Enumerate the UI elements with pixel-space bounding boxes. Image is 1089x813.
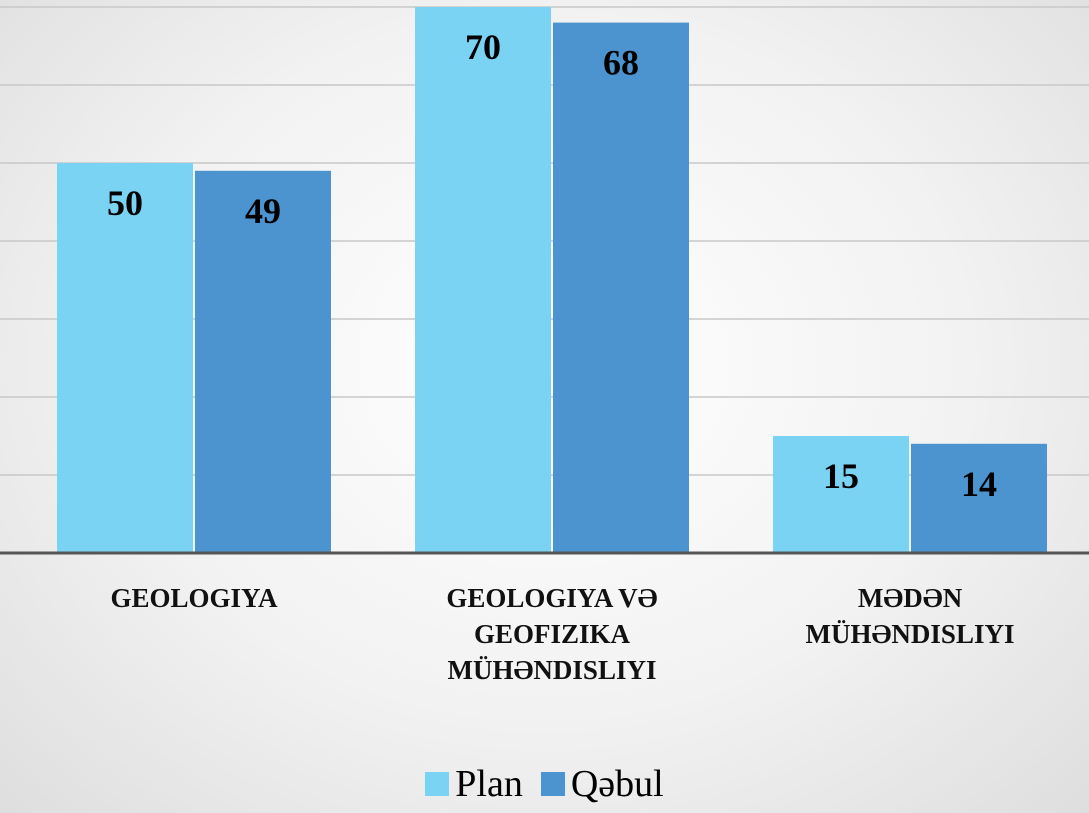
data-label: 14 bbox=[961, 464, 997, 504]
bar bbox=[415, 7, 551, 553]
data-label: 49 bbox=[245, 191, 281, 231]
data-label: 15 bbox=[823, 456, 859, 496]
data-label: 68 bbox=[603, 43, 639, 83]
x-tick-label: GEOLOGIYA VƏ GEOFIZIKA MÜHƏNDISLIYI bbox=[446, 583, 658, 685]
data-label: 50 bbox=[107, 183, 143, 223]
legend-item: Plan bbox=[425, 762, 523, 806]
bar bbox=[195, 170, 331, 554]
legend-item: Qəbul bbox=[540, 762, 664, 806]
bar bbox=[57, 163, 193, 553]
data-label: 70 bbox=[465, 27, 501, 67]
x-tick-label: MƏDƏN MÜHƏNDISLIYI bbox=[805, 583, 1015, 649]
legend-label: Qəbul bbox=[570, 763, 664, 805]
legend-swatch bbox=[425, 772, 450, 796]
legend-label: Plan bbox=[455, 763, 523, 805]
x-tick-label: GEOLOGIYA bbox=[110, 583, 278, 613]
legend: Plan Qəbul bbox=[0, 762, 1089, 806]
bar bbox=[553, 22, 689, 554]
legend-swatch bbox=[540, 772, 565, 796]
bar bbox=[911, 443, 1047, 553]
bar bbox=[773, 436, 909, 553]
